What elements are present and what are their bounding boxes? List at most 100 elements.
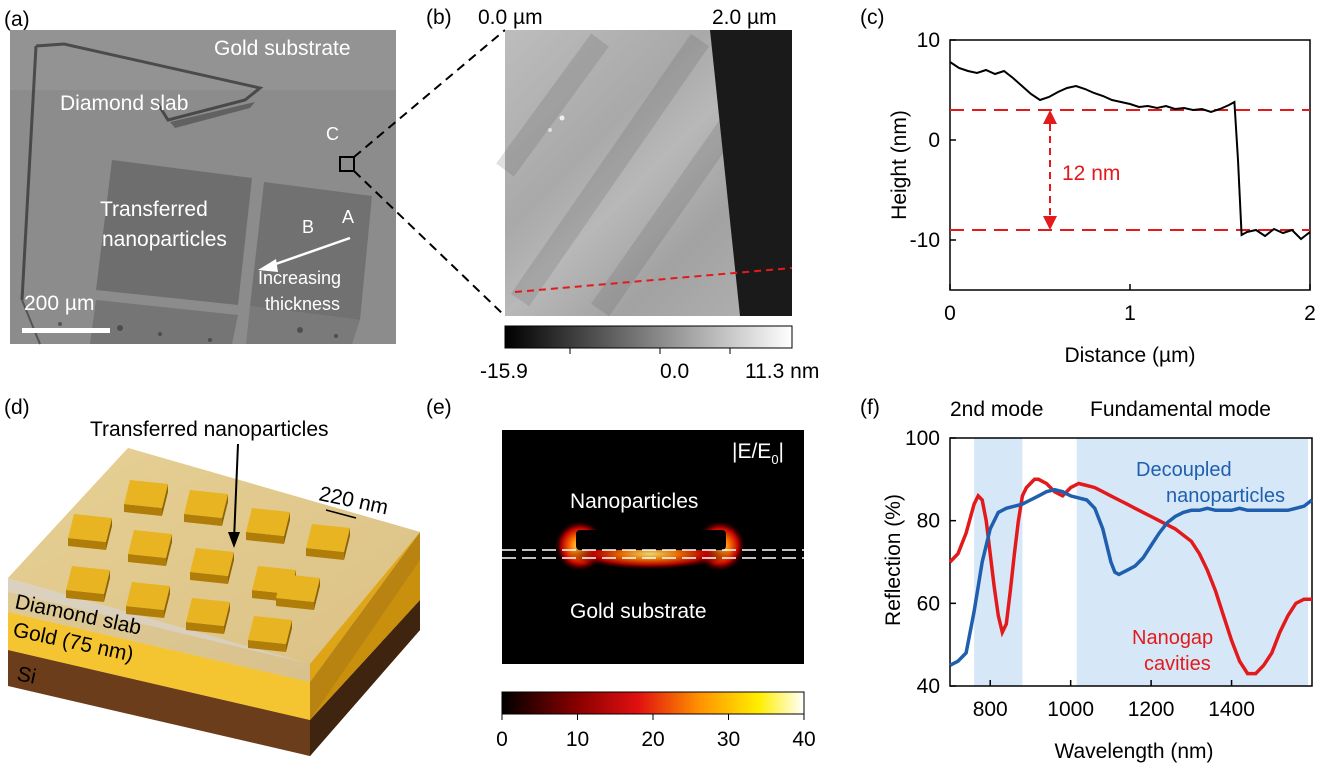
reflection-ytick-label: 80 [917,510,940,533]
panel-d: (d) Transferred nanoparticles 220 nm Dia… [4,396,420,756]
field-colorbar-tick-label: 20 [641,728,664,751]
height-reference-lines [950,109,1310,231]
panel-b: (b) 0.0 µm 2.0 µm -15.9 0.0 11.3 nm [426,6,819,383]
panel-c: (c) 0 1 2 10 0 -10 12 nm Distance (µm) Height… [860,6,1316,367]
diamond-slab-edge [20,42,264,301]
nanoparticles-label: Nanoparticles [570,490,698,513]
field-map-nanoparticle [576,530,726,550]
nanoparticle-block-side [222,494,228,526]
fundamental-mode-label: Fundamental mode [1090,398,1271,421]
zoom-line-top [353,29,506,158]
nanoparticle-block-top [128,530,172,558]
height-plot-ticks: 0 1 2 10 0 -10 [910,29,1316,325]
field-colorbar-ticks: 0 10 20 30 40 [496,714,816,751]
height-xtick-label: 2 [1304,302,1316,325]
height-ytick-label: 0 [928,129,940,152]
transferred-label-line2: nanoparticles [102,228,227,251]
nanoparticle-block-side [224,602,230,634]
afm-colorbar-min: -15.9 [480,360,528,383]
si-label: Si [15,662,38,688]
field-colorbar-tick-label: 40 [792,728,815,751]
point-b-label: B [302,217,314,237]
nanoparticle-block-side [228,552,234,584]
nanoparticle-block-side [166,534,172,566]
nanoparticle-block-side [162,484,168,516]
height-ytick-label: 10 [917,29,940,52]
increasing-label-line1: Increasing [258,268,341,288]
field-colorbar-tick-label: 30 [717,728,740,751]
height-ylabel: Height (nm) [888,110,911,220]
nanoparticle-block-side [284,512,290,544]
height-plot-frame [949,39,1311,291]
nanoparticle-block-top [246,508,290,536]
scalebar [22,328,110,333]
scalebar-label: 200 µm [24,292,94,315]
nanoparticle-block-top [276,574,320,602]
point-a-label: A [342,207,354,227]
field-colorbar [501,691,805,715]
diamond-slab-label: Diamond slab [60,92,188,115]
reflection-xtick-label: 1400 [1208,698,1255,721]
decoupled-label-line1: Decoupled [1136,459,1232,481]
gold-substrate-e-label: Gold substrate [570,600,707,623]
transferred-np-label: Transferred nanoparticles [90,418,329,441]
reflection-xtick-label: 1000 [1047,698,1094,721]
np-size-arrow [325,509,357,519]
panel-d-label: (d) [4,396,30,419]
height-xlabel: Distance (µm) [1064,344,1195,367]
reflection-xtick-label: 1200 [1128,698,1175,721]
nanoparticle-block-top [248,616,292,644]
nanoparticle-block-side [164,586,170,618]
nanoparticle-block-top [306,524,350,552]
nanoparticle-block-top [190,548,234,576]
transferred-label-line1: Transferred [100,198,208,221]
nanoparticle-block-top [68,514,112,542]
reflection-xtick-label: 800 [973,698,1008,721]
gold-substrate-label: Gold substrate [214,37,351,60]
nanoparticle-block-side [344,528,350,560]
nanoparticle-blocks [66,480,350,652]
panel-e: (e) |E/E0| Nanoparticles Gold substrate … [426,396,816,751]
panel-e-label: (e) [426,396,452,419]
reflection-ytick-label: 40 [917,675,940,698]
reflection-ylabel: Reflection (%) [882,494,905,626]
nanoparticle-region-b [96,160,252,305]
reflection-plot-ticks: 800 1000 1200 1400 40 60 80 100 [905,427,1255,721]
nanoparticle-block-top [186,598,230,626]
nanogap-label-line1: Nanogap [1132,627,1213,649]
panel-f-label: (f) [860,396,880,419]
panel-f: (f) 800 1000 1200 1400 40 60 80 100 2nd mode Fu… [860,396,1314,763]
afm-colorbar-mid: 0.0 [660,360,689,383]
panel-b-label: (b) [426,6,452,29]
transferred-np-arrow [233,443,239,541]
panel-a-label: (a) [4,8,30,31]
nanoparticle-block-top [184,490,228,518]
nanoparticle-block-side [106,518,112,550]
height-xtick-label: 0 [944,302,956,325]
nanogap-cavities-line [948,477,1312,676]
decoupled-nanoparticles-line [949,487,1314,667]
nanoparticle-block-top [66,566,110,594]
nanogap-label-line2: cavities [1144,653,1211,675]
afm-colorbar [504,325,793,349]
height-ytick-label: -10 [910,229,940,252]
nanoparticle-block-side [314,578,320,610]
mode-band [1076,438,1308,686]
field-label: |E/E0| [732,440,784,467]
nanoparticle-block-top [124,480,168,508]
panel-a: (a) Gold substrate Diamond slab C Transf… [4,8,506,345]
zoom-line-bottom [353,170,506,317]
gold-layer [8,612,310,720]
increasing-label-line2: thickness [265,294,340,314]
afm-gold-region [710,30,792,316]
field-colorbar-tick-label: 10 [566,728,589,751]
afm-scan-box [339,156,355,172]
afm-x-start: 0.0 µm [478,6,543,29]
reflection-xlabel: Wavelength (nm) [1054,740,1213,763]
second-mode-label: 2nd mode [950,398,1043,421]
thickness-arrow [269,236,351,268]
nanoparticle-block-side [104,570,110,602]
reflection-ytick-label: 60 [917,592,940,615]
afm-x-end: 2.0 µm [712,6,777,29]
